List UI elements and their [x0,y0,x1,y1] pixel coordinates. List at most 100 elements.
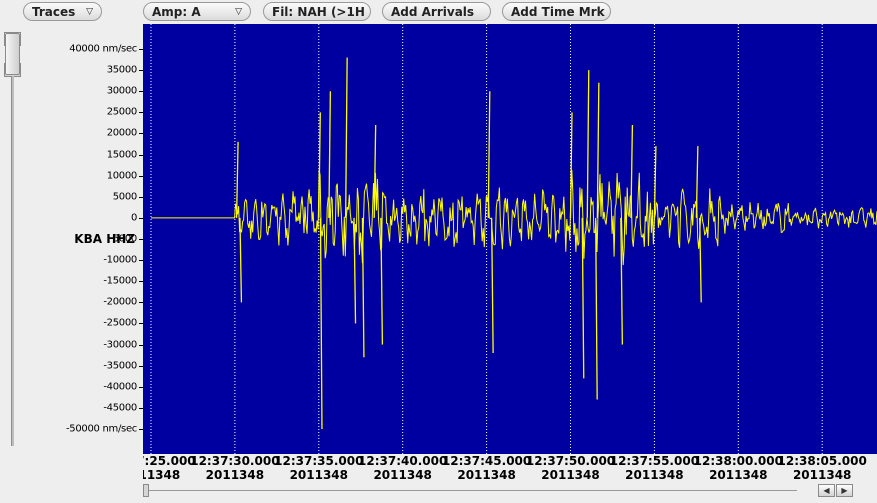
x-tick-time: 12:38:00.000 [693,454,783,468]
trace-peak [595,217,598,400]
y-tick-mark [139,302,143,304]
y-tick-mark [139,196,143,198]
x-tick-date: 2011348 [625,468,684,482]
scroll-right-icon[interactable]: ▶ [836,484,853,497]
filter-menu-label: Fil: NAH (>1H [272,4,365,19]
y-tick-label: -5000 [109,233,137,245]
vertical-scrollbar[interactable]: ▲ ▼ [4,28,21,453]
y-tick-mark [139,407,143,409]
trace-peak [380,217,384,345]
amp-menu-button[interactable]: Amp: A ▽ [143,2,251,21]
y-tick-label: -40000 [103,381,137,393]
add-time-mark-label: Add Time Mrk [511,4,605,19]
waveform-svg [150,24,877,454]
y-tick-mark [139,217,143,219]
y-tick-label: -25000 [103,317,137,329]
hscroll-left-thumb[interactable] [143,484,149,497]
y-tick-label: -30000 [103,339,137,351]
waveform-plot[interactable] [143,24,877,454]
y-tick-mark [139,260,143,262]
traces-menu-button[interactable]: Traces ▽ [23,2,102,21]
y-tick-mark [139,133,143,135]
trace-peak [586,70,590,218]
x-tick-time: 12:38:05.000 [777,454,867,468]
y-tick-label: 10000 [106,170,138,182]
x-tick-time: 12:37:30.000 [190,454,280,468]
x-tick-label: 12:37:45.000 2011348 [442,454,531,482]
x-tick-date: 2011348 [373,468,432,482]
y-tick-mark [139,49,143,50]
x-tick-date: 2011348 [457,468,516,482]
y-tick-label: 5000 [112,191,138,203]
trace-peak [699,217,702,303]
trace-peak [490,217,494,354]
add-time-mark-button[interactable]: Add Time Mrk [502,2,611,21]
y-tick-mark [139,429,143,430]
time-gridlines [150,24,823,454]
y-tick-label: 15000 [106,149,138,161]
trace-peak [581,217,585,379]
traces-menu-label: Traces [32,4,76,19]
y-tick-mark [139,323,143,325]
scroll-track[interactable] [11,76,14,446]
x-tick-date: 2011348 [709,468,768,482]
y-tick-mark [139,91,143,93]
x-tick-date: 2011348 [143,468,181,482]
y-tick-label: 25000 [106,106,138,118]
trace-peak [569,112,573,218]
hscroll-track[interactable] [149,490,797,491]
y-tick-label: 35000 [106,64,138,76]
y-tick-label: -15000 [103,275,137,287]
y-tick-mark [139,365,143,367]
trace-peak [596,82,600,218]
channel-label: KBA HHZ [74,232,135,246]
seismogram-trace [151,169,877,266]
x-tick-time: 12:37:45.000 [441,454,532,468]
x-tick-time: 12:37:25.000 [143,454,196,468]
trace-peak [373,124,377,218]
y-tick-label: -20000 [103,296,137,308]
time-axis: 12:37:25.000201134812:37:30.000201134812… [143,454,877,484]
y-tick-mark [139,70,143,72]
y-tick-label: 0 [130,212,137,224]
x-tick-time: 12:37:35.000 [274,454,364,468]
trace-peak [344,57,348,218]
scroll-left-icon[interactable]: ◀ [818,484,835,497]
x-tick-date: 2011348 [205,468,265,482]
horizontal-scrollbar[interactable]: ◀ ▶ [143,484,877,497]
amplitude-axis: KBA HHZ 40000 nm/sec 35000 30000 25000 20000… [22,24,143,454]
trace-peak [487,91,491,218]
trace-peak [235,141,239,218]
trace-peak [319,217,323,430]
x-tick-label: 12:37:35.000 2011348 [274,454,363,482]
y-tick-label: -45000 [103,402,137,414]
y-tick-label: -50000 nm/sec [65,423,137,435]
trace-peak [361,217,365,358]
toolbar: Traces ▽ Amp: A ▽ Fil: NAH (>1H Add Arri… [0,0,877,24]
trace-peak [620,217,623,345]
x-tick-date: 2011348 [289,468,349,482]
chevron-down-icon: ▽ [235,6,242,17]
y-tick-mark [139,344,143,346]
y-tick-mark [139,386,143,388]
x-tick-label: 12:37:30.000 2011348 [190,454,279,482]
y-tick-label: -10000 [103,254,137,266]
add-arrivals-button[interactable]: Add Arrivals [382,2,491,21]
add-arrivals-label: Add Arrivals [391,4,475,19]
scroll-thumb[interactable] [5,33,20,75]
y-tick-mark [139,154,143,156]
trace-peak [239,217,243,303]
y-tick-label: 20000 [106,127,138,139]
y-tick-mark [139,281,143,283]
filter-menu-button[interactable]: Fil: NAH (>1H [263,2,371,21]
trace-peaks [235,57,702,430]
x-tick-label: 12:37:40.000 2011348 [358,454,447,482]
trace-peak [328,91,332,218]
y-tick-label: 40000 nm/sec [69,43,137,55]
x-tick-time: 12:37:50.000 [525,454,616,468]
x-tick-time: 12:37:55.000 [609,454,700,468]
y-tick-mark [139,239,143,240]
x-tick-label: 12:37:55.000 2011348 [610,454,699,482]
y-tick-mark [139,175,143,177]
